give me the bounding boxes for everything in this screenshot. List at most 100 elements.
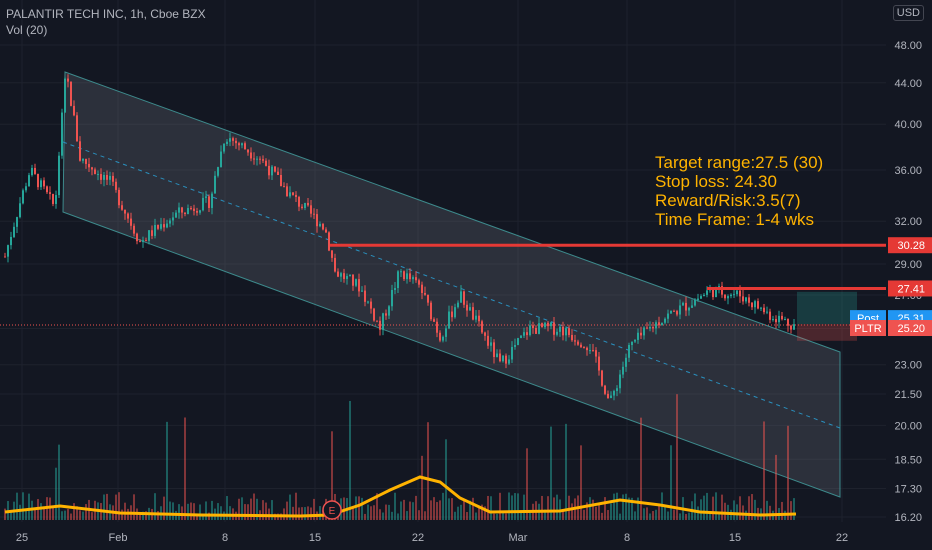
candle-body bbox=[553, 322, 555, 335]
candle-body bbox=[91, 167, 93, 170]
volume-bar bbox=[445, 439, 447, 520]
candle-body bbox=[187, 208, 189, 215]
candle-body bbox=[730, 294, 732, 297]
volume-bar bbox=[106, 493, 108, 520]
volume-bar bbox=[406, 511, 408, 520]
candle-body bbox=[505, 355, 507, 364]
candle-body bbox=[52, 193, 54, 204]
candle-body bbox=[436, 321, 438, 333]
candle-body bbox=[316, 214, 318, 227]
candle-body bbox=[145, 240, 147, 242]
volume-bar bbox=[460, 504, 462, 520]
volume-bar bbox=[496, 513, 498, 520]
volume-bar bbox=[580, 445, 582, 520]
volume-bar bbox=[82, 511, 84, 520]
volume-bar bbox=[58, 444, 60, 520]
candle-body bbox=[637, 332, 639, 340]
candle-body bbox=[493, 342, 495, 358]
candle-body bbox=[349, 274, 351, 277]
candle-body bbox=[529, 325, 531, 336]
candle-body bbox=[298, 197, 300, 207]
price-tick-label: 32.00 bbox=[894, 216, 922, 228]
candle-body bbox=[259, 158, 261, 160]
volume-bar bbox=[415, 495, 417, 520]
candle-body bbox=[445, 328, 447, 337]
time-tick-label: Mar bbox=[509, 532, 528, 544]
volume-bar bbox=[70, 513, 72, 520]
volume-bar bbox=[193, 503, 195, 520]
volume-bar bbox=[439, 500, 441, 520]
volume-bar bbox=[724, 502, 726, 520]
candle-body bbox=[658, 322, 660, 326]
candle-body bbox=[100, 174, 102, 180]
volume-bar bbox=[373, 505, 375, 520]
candle-body bbox=[4, 256, 6, 258]
candle-body bbox=[631, 341, 633, 345]
candle-body bbox=[334, 257, 336, 272]
volume-bar bbox=[382, 512, 384, 520]
candle-body bbox=[580, 344, 582, 348]
candle-body bbox=[175, 212, 177, 218]
candle-body bbox=[466, 304, 468, 311]
volume-bar bbox=[553, 497, 555, 520]
candle-body bbox=[703, 294, 705, 297]
candle-body bbox=[346, 276, 348, 279]
volume-bar bbox=[73, 503, 75, 520]
candle-body bbox=[694, 299, 696, 306]
volume-bar bbox=[595, 506, 597, 520]
volume-bar bbox=[40, 503, 42, 520]
candle-body bbox=[43, 180, 45, 187]
volume-bar bbox=[628, 497, 630, 520]
candle-body bbox=[724, 294, 726, 299]
volume-bar bbox=[514, 493, 516, 520]
candle-body bbox=[163, 224, 165, 228]
volume-bar bbox=[667, 511, 669, 520]
volume-bar bbox=[736, 504, 738, 520]
candle-body bbox=[487, 335, 489, 346]
volume-bar bbox=[703, 495, 705, 520]
candle-body bbox=[418, 280, 420, 285]
volume-bar bbox=[625, 493, 627, 520]
annotation-line: Reward/Risk:3.5(7) bbox=[655, 191, 801, 210]
candle-body bbox=[238, 143, 240, 146]
candle-body bbox=[235, 140, 237, 144]
candle-body bbox=[151, 230, 153, 236]
candle-body bbox=[412, 277, 414, 280]
volume-bar bbox=[355, 496, 357, 520]
volume-bar bbox=[709, 511, 711, 520]
candle-body bbox=[373, 308, 375, 321]
horizontal-levels bbox=[0, 243, 886, 341]
volume-bar bbox=[517, 493, 519, 520]
candle-body bbox=[577, 341, 579, 345]
price-tick-label: 18.50 bbox=[894, 454, 922, 466]
volume-bar bbox=[250, 498, 252, 520]
level-30-28-tag-label: 30.28 bbox=[897, 240, 925, 252]
candle-body bbox=[301, 206, 303, 209]
volume-indicator-label: Vol (20) bbox=[6, 23, 48, 37]
candle-body bbox=[766, 311, 768, 313]
candle-body bbox=[115, 181, 117, 190]
volume-bar bbox=[352, 507, 354, 520]
volume-bar bbox=[694, 493, 696, 520]
level-27-41-tag-label: 27.41 bbox=[897, 283, 925, 295]
candle-body bbox=[763, 307, 765, 313]
candle-body bbox=[160, 224, 162, 229]
volume-bar bbox=[466, 512, 468, 520]
candle-body bbox=[733, 294, 735, 296]
volume-bar bbox=[157, 511, 159, 520]
volume-bar bbox=[472, 497, 474, 520]
candle-body bbox=[97, 174, 99, 176]
volume-bar bbox=[469, 500, 471, 520]
candle-body bbox=[265, 160, 267, 166]
volume-bar bbox=[706, 492, 708, 520]
volume-bar bbox=[520, 510, 522, 520]
currency-button[interactable]: USD bbox=[892, 5, 924, 21]
annotation-line: Stop loss: 24.30 bbox=[655, 172, 777, 191]
candle-body bbox=[253, 158, 255, 160]
volume-bar bbox=[700, 499, 702, 520]
volume-bar bbox=[712, 496, 714, 520]
candle-body bbox=[625, 357, 627, 367]
candle-body bbox=[232, 138, 234, 141]
candle-body bbox=[7, 245, 9, 257]
